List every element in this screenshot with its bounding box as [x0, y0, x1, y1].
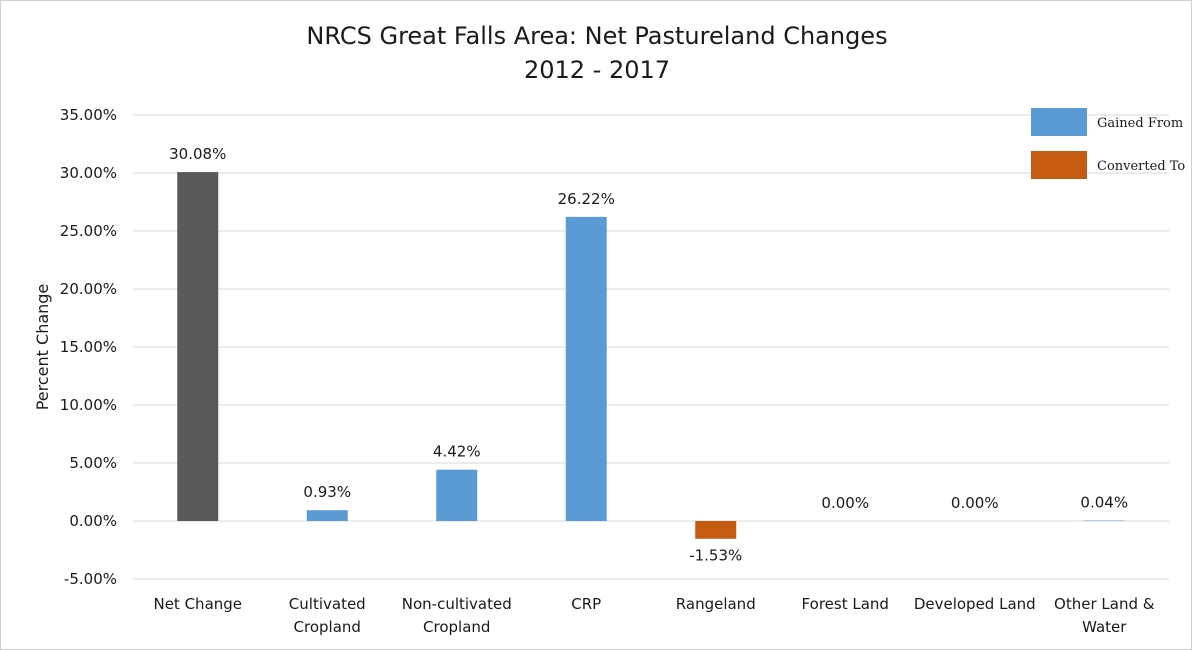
- x-tick-label: Cultivated: [289, 595, 366, 613]
- y-tick-label: 35.00%: [60, 106, 117, 124]
- data-label: 0.00%: [821, 494, 869, 512]
- data-label: 4.42%: [433, 443, 481, 461]
- x-tick-label: Developed Land: [914, 595, 1036, 613]
- y-tick-label: -5.00%: [64, 570, 117, 588]
- x-tick-label: Non-cultivated: [402, 595, 512, 613]
- y-tick-label: 0.00%: [69, 512, 117, 530]
- x-tick-label: Other Land &: [1054, 595, 1155, 613]
- legend-swatch-gained: [1031, 108, 1087, 136]
- x-tick-label: Forest Land: [802, 595, 889, 613]
- bar-gained: [307, 510, 348, 521]
- legend-label: Gained From: [1097, 116, 1183, 131]
- y-tick-label: 5.00%: [69, 454, 117, 472]
- legend-label: Converted To: [1097, 159, 1185, 174]
- data-label: -1.53%: [689, 547, 742, 565]
- x-tick-label: CRP: [571, 595, 601, 613]
- data-label: 26.22%: [558, 190, 615, 208]
- x-tick-label: Cropland: [294, 618, 361, 636]
- bar-gained: [566, 217, 607, 521]
- data-label: 0.00%: [951, 494, 999, 512]
- y-axis-title: Percent Change: [33, 284, 52, 411]
- y-tick-label: 25.00%: [60, 222, 117, 240]
- bar-converted: [695, 521, 736, 539]
- bar-net: [177, 172, 218, 521]
- y-tick-label: 20.00%: [60, 280, 117, 298]
- bar-gained: [436, 470, 477, 521]
- x-tick-label: Cropland: [423, 618, 490, 636]
- x-tick-label: Rangeland: [676, 595, 756, 613]
- x-tick-label: Net Change: [153, 595, 242, 613]
- data-label: 30.08%: [169, 145, 226, 163]
- y-tick-label: 30.00%: [60, 164, 117, 182]
- legend-swatch-converted: [1031, 151, 1087, 179]
- data-label: 0.04%: [1080, 494, 1128, 512]
- y-tick-label: 15.00%: [60, 338, 117, 356]
- y-tick-label: 10.00%: [60, 396, 117, 414]
- x-tick-label: Water: [1082, 618, 1127, 636]
- data-label: 0.93%: [303, 483, 351, 501]
